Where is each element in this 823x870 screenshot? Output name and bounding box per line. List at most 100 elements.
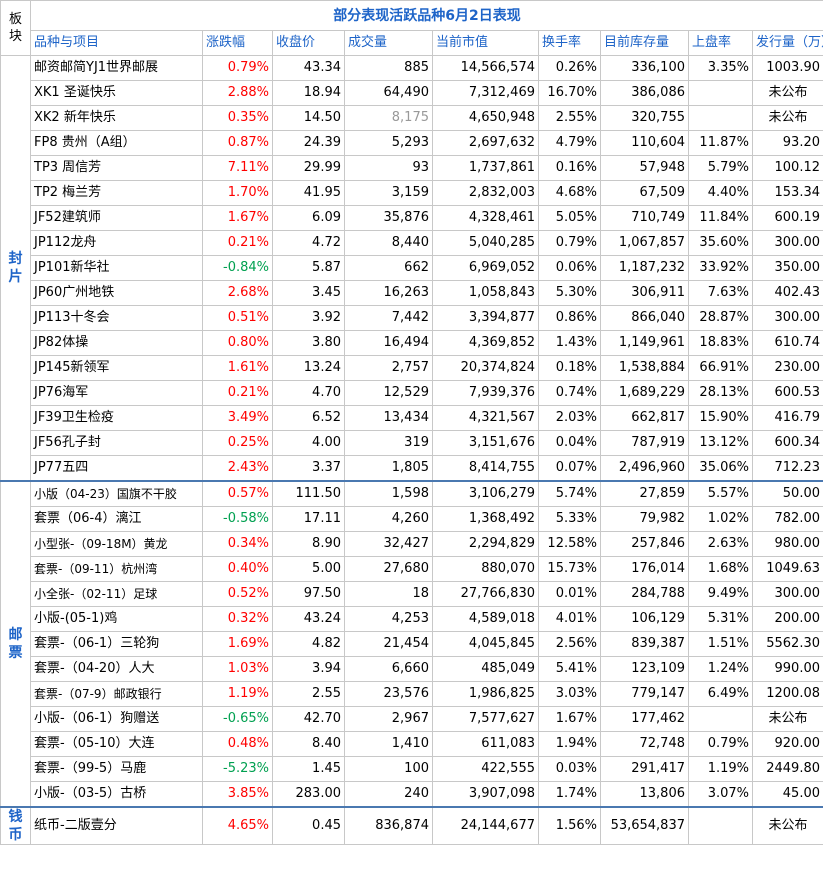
volume: 7,442 [344,305,433,331]
market-cap: 4,321,567 [432,405,539,431]
issue-qty: 300.00 [752,230,823,256]
volume: 21,454 [344,631,433,657]
table-row: 小版-（06-1）狗赠送 -0.65% 42.70 2,967 7,577,627 1.6… [1,706,823,732]
volume: 93 [344,155,433,181]
close-price: 6.09 [272,205,345,231]
item-name: JF56孔子封 [30,430,203,456]
issue-qty: 600.34 [752,430,823,456]
issue-qty: 未公布 [752,706,823,732]
table-row: 钱币 纸币-二版壹分 4.65% 0.45 836,874 24,144,677 1.56%… [0,806,823,845]
market-cap: 7,577,627 [432,706,539,732]
market-cap: 3,151,676 [432,430,539,456]
turnover-rate: 1.56% [538,806,601,845]
item-name: JP101新华社 [30,255,203,281]
turnover-rate: 1.94% [538,731,601,757]
market-cap: 2,294,829 [432,531,539,557]
volume: 13,434 [344,405,433,431]
change-pct: 1.69% [202,631,273,657]
market-cap: 24,144,677 [432,806,539,845]
stock-qty: 57,948 [600,155,689,181]
listing-rate: 15.90% [688,405,753,431]
volume: 836,874 [344,806,433,845]
issue-qty: 610.74 [752,330,823,356]
issue-qty: 600.19 [752,205,823,231]
close-price: 13.24 [272,355,345,381]
turnover-rate: 15.73% [538,556,601,582]
market-cap: 1,368,492 [432,506,539,532]
listing-rate [688,706,753,732]
change-pct: 0.80% [202,330,273,356]
turnover-rate: 0.03% [538,756,601,782]
col-header-issue: 发行量（万） [752,30,823,56]
sector-label: 钱币 [0,806,31,845]
col-header-close: 收盘价 [272,30,345,56]
market-cap: 7,939,376 [432,380,539,406]
item-name: FP8 贵州（A组） [30,130,203,156]
volume: 1,598 [344,480,433,507]
turnover-rate: 1.43% [538,330,601,356]
change-pct: 0.40% [202,556,273,582]
item-name: JF39卫生检疫 [30,405,203,431]
change-pct: -0.84% [202,255,273,281]
volume: 2,967 [344,706,433,732]
item-name: 套票-（07-9）邮政银行 [30,681,203,707]
item-name: TP2 梅兰芳 [30,180,203,206]
listing-rate: 11.87% [688,130,753,156]
market-cap: 6,969,052 [432,255,539,281]
change-pct: 0.52% [202,581,273,607]
stock-qty: 110,604 [600,130,689,156]
item-name: JP112龙舟 [30,230,203,256]
item-name: 套票-（09-11）杭州湾 [30,556,203,582]
turnover-rate: 5.33% [538,506,601,532]
volume: 8,440 [344,230,433,256]
change-pct: 2.43% [202,455,273,482]
market-cap: 485,049 [432,656,539,682]
volume: 1,410 [344,731,433,757]
col-header-turnover: 换手率 [538,30,601,56]
change-pct: 0.87% [202,130,273,156]
listing-rate: 3.35% [688,55,753,81]
market-cap: 1,058,843 [432,280,539,306]
issue-qty: 未公布 [752,105,823,131]
turnover-rate: 0.74% [538,380,601,406]
item-name: 套票（06-4）漓江 [30,506,203,532]
turnover-rate: 0.86% [538,305,601,331]
col-header-change: 涨跌幅 [202,30,273,56]
stock-qty: 787,919 [600,430,689,456]
stock-qty: 839,387 [600,631,689,657]
change-pct: 2.68% [202,280,273,306]
col-header-volume: 成交量 [344,30,433,56]
turnover-rate: 2.56% [538,631,601,657]
stock-qty: 386,086 [600,80,689,106]
volume: 4,260 [344,506,433,532]
issue-qty: 93.20 [752,130,823,156]
sector-header: 板块 [0,0,31,56]
close-price: 3.92 [272,305,345,331]
issue-qty: 200.00 [752,606,823,632]
table-row: FP8 贵州（A组） 0.87% 24.39 5,293 2,697,632 4.79% 1… [1,130,823,156]
issue-qty: 712.23 [752,455,823,482]
issue-qty: 350.00 [752,255,823,281]
stock-qty: 123,109 [600,656,689,682]
close-price: 43.24 [272,606,345,632]
volume: 27,680 [344,556,433,582]
listing-rate: 35.60% [688,230,753,256]
close-price: 5.00 [272,556,345,582]
close-price: 18.94 [272,80,345,106]
listing-rate: 0.79% [688,731,753,757]
volume: 2,757 [344,355,433,381]
volume: 12,529 [344,380,433,406]
listing-rate: 1.02% [688,506,753,532]
col-header-stock: 目前库存量 [600,30,689,56]
market-cap: 880,070 [432,556,539,582]
close-price: 4.72 [272,230,345,256]
item-name: JP82体操 [30,330,203,356]
close-price: 43.34 [272,55,345,81]
volume: 100 [344,756,433,782]
close-price: 5.87 [272,255,345,281]
issue-qty: 100.12 [752,155,823,181]
market-cap: 5,040,285 [432,230,539,256]
change-pct: 0.32% [202,606,273,632]
change-pct: 0.57% [202,480,273,507]
issue-qty: 920.00 [752,731,823,757]
